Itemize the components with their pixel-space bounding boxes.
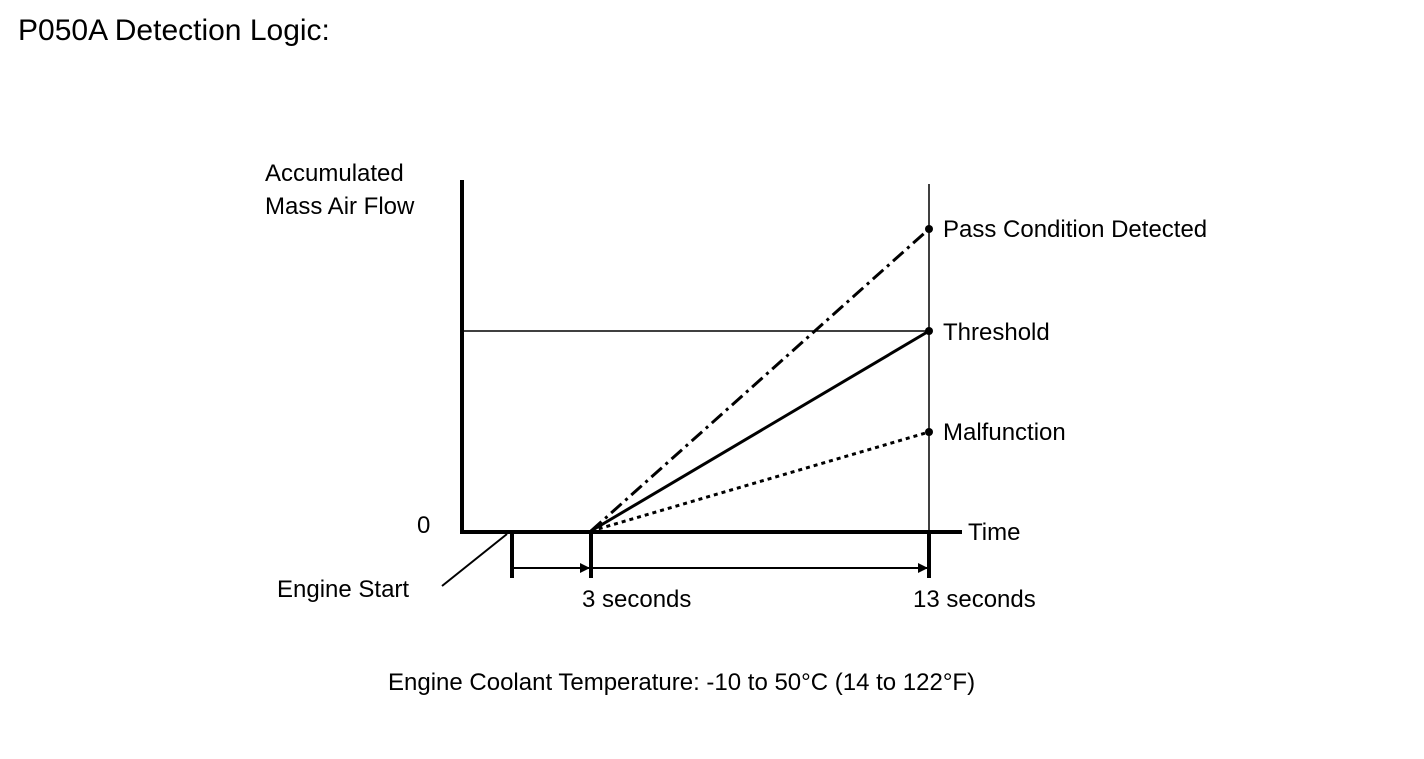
malfunction-series-line bbox=[590, 430, 930, 533]
coolant-temperature-caption: Engine Coolant Temperature: -10 to 50°C … bbox=[388, 669, 975, 696]
pass-label: Pass Condition Detected bbox=[943, 216, 1207, 243]
malfunction-endpoint bbox=[925, 428, 933, 436]
pass-endpoint bbox=[925, 225, 933, 233]
threshold-endpoint bbox=[925, 327, 933, 335]
pass-series-line bbox=[590, 227, 930, 533]
page-title: P050A Detection Logic: bbox=[18, 14, 330, 47]
malfunction-label: Malfunction bbox=[943, 419, 1066, 446]
x-axis-label: Time bbox=[968, 519, 1020, 546]
y-axis-label-line1: Accumulated bbox=[265, 160, 404, 187]
threshold-label: Threshold bbox=[943, 319, 1050, 346]
y-axis-label-line2: Mass Air Flow bbox=[265, 193, 415, 220]
tick-13s-label: 13 seconds bbox=[913, 586, 1036, 613]
origin-label: 0 bbox=[417, 512, 430, 539]
engine-start-leader bbox=[441, 533, 508, 587]
engine-start-label: Engine Start bbox=[277, 576, 409, 603]
tick-3s-label: 3 seconds bbox=[582, 586, 691, 613]
threshold-series-line bbox=[590, 329, 930, 533]
